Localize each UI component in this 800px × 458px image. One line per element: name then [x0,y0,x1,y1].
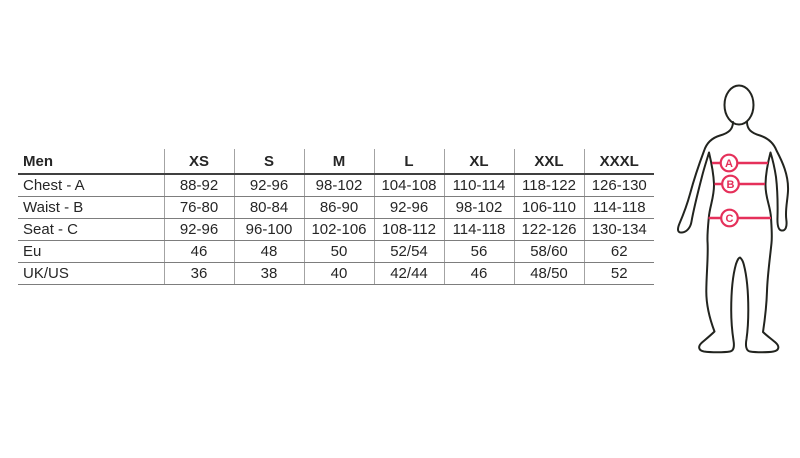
size-column-header: M [303,149,374,175]
size-column-header: XXXL [583,149,654,175]
size-value-cell: 76-80 [163,196,234,219]
size-value-cell: 114-118 [443,218,514,241]
size-value-cell: 114-118 [583,196,654,219]
body-measurement-figure: A B C [677,84,790,354]
size-value-cell: 98-102 [303,174,374,197]
size-row: Chest - A 88-92 92-96 98-102 104-108 110-114 1… [18,174,654,197]
size-column-header: XXL [513,149,584,175]
table-title-cell: Men [18,149,164,175]
size-value-cell: 86-90 [303,196,374,219]
size-value-cell: 130-134 [583,218,654,241]
size-value-cell: 46 [163,240,234,263]
size-column-header: XS [163,149,234,175]
size-value-cell: 92-96 [163,218,234,241]
header-row: Men XS S M L XL XXL XXXL [18,149,654,175]
marker-a-letter: A [725,158,733,170]
size-value-cell: 106-110 [513,196,584,219]
size-column-header: XL [443,149,514,175]
size-value-cell: 88-92 [163,174,234,197]
size-value-cell: 118-122 [513,174,584,197]
marker-a-circle [719,153,739,173]
size-value-cell: 52/54 [373,240,444,263]
marker-b-letter: B [727,179,735,191]
size-row: Eu 46 48 50 52/54 56 58/60 62 [18,240,654,263]
row-label: Eu [18,240,164,263]
marker-c-circle [720,208,739,228]
size-value-cell: 38 [233,262,304,285]
size-value-cell: 92-96 [373,196,444,219]
men-size-table: Men XS S M L XL XXL XXXL Chest - A 88-92 92-96 98-… [18,149,654,285]
figure-head [723,84,755,126]
marker-c-letter: C [726,213,734,225]
size-value-cell: 104-108 [373,174,444,197]
size-value-cell: 56 [443,240,514,263]
size-value-cell: 102-106 [303,218,374,241]
row-label: Chest - A [18,174,164,197]
size-value-cell: 110-114 [443,174,514,197]
body-figure-region: A B C [660,60,800,370]
size-value-cell: 52 [583,262,654,285]
marker-b-circle [721,174,740,194]
row-label: UK/US [18,262,164,285]
size-value-cell: 42/44 [373,262,444,285]
size-value-cell: 98-102 [443,196,514,219]
size-value-cell: 126-130 [583,174,654,197]
size-column-header: S [233,149,304,175]
size-value-cell: 122-126 [513,218,584,241]
marker-a: A [719,153,739,173]
marker-c: C [720,208,739,228]
size-value-cell: 36 [163,262,234,285]
size-value-cell: 40 [303,262,374,285]
size-value-cell: 62 [583,240,654,263]
size-value-cell: 48 [233,240,304,263]
marker-b: B [721,174,740,194]
size-column-header: L [373,149,444,175]
size-value-cell: 92-96 [233,174,304,197]
size-value-cell: 46 [443,262,514,285]
size-value-cell: 48/50 [513,262,584,285]
size-value-cell: 108-112 [373,218,444,241]
row-label: Seat - C [18,218,164,241]
size-value-cell: 50 [303,240,374,263]
row-label: Waist - B [18,196,164,219]
size-value-cell: 96-100 [233,218,304,241]
size-row: UK/US 36 38 40 42/44 46 48/50 52 [18,262,654,285]
size-row: Seat - C 92-96 96-100 102-106 108-112 114-118… [18,218,654,241]
size-row: Waist - B 76-80 80-84 86-90 92-96 98-102 106-1… [18,196,654,219]
size-value-cell: 80-84 [233,196,304,219]
body-outline [677,121,790,354]
size-table-region: Men XS S M L XL XXL XXXL Chest - A 88-92 92-96 98-… [18,149,654,285]
size-value-cell: 58/60 [513,240,584,263]
